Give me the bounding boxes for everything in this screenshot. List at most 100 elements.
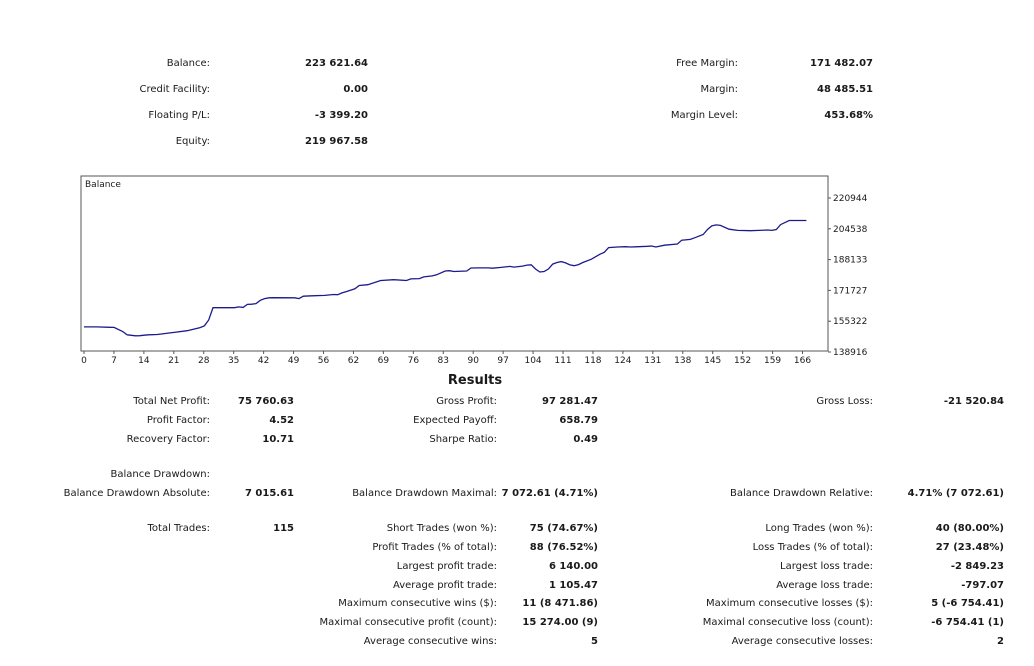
y-tick-label: 204538 — [833, 225, 868, 235]
total-trades-value: 115 — [273, 523, 294, 534]
max-consecutive-losses-value: 5 (-6 754.41) — [931, 598, 1004, 609]
x-tick-label: 0 — [81, 356, 87, 366]
chart-plot-frame — [80, 175, 829, 352]
gross-loss-value: -21 520.84 — [943, 396, 1004, 407]
x-tick-label: 56 — [318, 356, 330, 366]
expected-payoff-label: Expected Payoff: — [413, 415, 497, 426]
x-tick-label: 145 — [704, 356, 721, 366]
total-net-profit-label: Total Net Profit: — [133, 396, 210, 407]
y-tick-label: 171727 — [833, 286, 867, 296]
y-axis: 220944 204538 188133 171727 155322 138916 — [828, 194, 868, 358]
largest-profit-trade-value: 6 140.00 — [548, 561, 598, 572]
y-tick-label: 138916 — [833, 348, 868, 358]
average-loss-trade-value: -797.07 — [961, 580, 1004, 591]
x-tick-label: 166 — [794, 356, 811, 366]
y-tick-label: 155322 — [833, 317, 867, 327]
balance-chart: Balance 0 7 14 21 28 35 42 49 56 62 69 76 83 90 97 104 1… — [80, 175, 868, 366]
maximal-consecutive-profit-label: Maximal consecutive profit (count): — [319, 617, 497, 628]
loss-trades-value: 27 (23.48%) — [935, 542, 1004, 553]
credit-facility-label: Credit Facility: — [139, 84, 210, 95]
floating-pl-label: Floating P/L: — [148, 110, 210, 121]
gross-profit-label: Gross Profit: — [436, 396, 497, 407]
average-consecutive-losses-label: Average consecutive losses: — [731, 636, 873, 647]
x-tick-label: 152 — [734, 356, 751, 366]
margin-label: Margin: — [700, 84, 738, 95]
profit-trades-value: 88 (76.52%) — [529, 542, 598, 553]
x-tick-label: 104 — [524, 356, 541, 366]
x-tick-label: 159 — [764, 356, 781, 366]
x-tick-label: 21 — [168, 356, 179, 366]
expected-payoff-value: 658.79 — [559, 415, 598, 426]
free-margin-value: 171 482.07 — [810, 58, 873, 69]
maximal-consecutive-loss-label: Maximal consecutive loss (count): — [702, 617, 873, 628]
recovery-factor-label: Recovery Factor: — [126, 434, 210, 445]
x-tick-label: 97 — [497, 356, 508, 366]
x-tick-label: 138 — [674, 356, 691, 366]
maximal-consecutive-profit-value: 15 274.00 (9) — [522, 617, 598, 628]
balance-drawdown-absolute-value: 7 015.61 — [244, 488, 294, 499]
x-tick-label: 124 — [614, 356, 631, 366]
equity-value: 219 967.58 — [305, 136, 368, 147]
largest-loss-trade-label: Largest loss trade: — [780, 561, 873, 572]
average-profit-trade-label: Average profit trade: — [392, 580, 497, 591]
margin-level-label: Margin Level: — [670, 110, 738, 121]
sharpe-ratio-value: 0.49 — [573, 434, 598, 445]
free-margin-label: Free Margin: — [676, 58, 738, 69]
max-consecutive-losses-label: Maximum consecutive losses ($): — [706, 598, 873, 609]
balance-value: 223 621.64 — [305, 58, 368, 69]
long-trades-label: Long Trades (won %): — [765, 523, 873, 534]
x-tick-label: 90 — [467, 356, 479, 366]
balance-drawdown-absolute-label: Balance Drawdown Absolute: — [63, 488, 210, 499]
gross-profit-value: 97 281.47 — [542, 396, 598, 407]
x-axis: 0 7 14 21 28 35 42 49 56 62 69 76 83 90 97 104 111 118 124… — [81, 351, 811, 366]
balance-drawdown-relative-label: Balance Drawdown Relative: — [729, 488, 873, 499]
short-trades-label: Short Trades (won %): — [386, 523, 497, 534]
max-consecutive-wins-value: 11 (8 471.86) — [522, 598, 598, 609]
x-tick-label: 28 — [198, 356, 210, 366]
max-consecutive-wins-label: Maximum consecutive wins ($): — [338, 598, 497, 609]
x-tick-label: 111 — [554, 356, 571, 366]
balance-drawdown-maximal-value: 7 072.61 (4.71%) — [501, 488, 598, 499]
margin-level-value: 453.68% — [824, 110, 873, 121]
recovery-factor-value: 10.71 — [262, 434, 294, 445]
equity-label: Equity: — [175, 136, 210, 147]
credit-facility-value: 0.00 — [343, 84, 368, 95]
average-consecutive-wins-label: Average consecutive wins: — [363, 636, 497, 647]
floating-pl-value: -3 399.20 — [314, 110, 368, 121]
balance-drawdown-relative-value: 4.71% (7 072.61) — [907, 488, 1004, 499]
balance-drawdown-label: Balance Drawdown: — [110, 469, 210, 480]
short-trades-value: 75 (74.67%) — [529, 523, 598, 534]
x-tick-label: 69 — [378, 356, 390, 366]
average-loss-trade-label: Average loss trade: — [776, 580, 873, 591]
x-tick-label: 83 — [438, 356, 449, 366]
largest-loss-trade-value: -2 849.23 — [950, 561, 1004, 572]
balance-series-line — [84, 219, 807, 337]
y-tick-label: 188133 — [833, 256, 867, 266]
x-tick-label: 62 — [348, 356, 359, 366]
largest-profit-trade-label: Largest profit trade: — [396, 561, 497, 572]
x-tick-label: 42 — [258, 356, 269, 366]
gross-loss-label: Gross Loss: — [816, 396, 873, 407]
maximal-consecutive-loss-value: -6 754.41 (1) — [931, 617, 1004, 628]
average-profit-trade-value: 1 105.47 — [548, 580, 598, 591]
long-trades-value: 40 (80.00%) — [935, 523, 1004, 534]
x-tick-label: 14 — [138, 356, 150, 366]
profit-trades-label: Profit Trades (% of total): — [372, 542, 497, 553]
total-net-profit-value: 75 760.63 — [238, 396, 294, 407]
average-consecutive-wins-value: 5 — [591, 636, 598, 647]
profit-factor-value: 4.52 — [269, 415, 294, 426]
chart-title: Balance — [85, 180, 121, 190]
x-tick-label: 49 — [288, 356, 300, 366]
loss-trades-label: Loss Trades (% of total): — [752, 542, 873, 553]
results-title: Results — [447, 373, 503, 388]
x-tick-label: 35 — [228, 356, 239, 366]
x-tick-label: 131 — [644, 356, 661, 366]
average-consecutive-losses-value: 2 — [997, 636, 1004, 647]
x-tick-label: 76 — [408, 356, 420, 366]
balance-drawdown-maximal-label: Balance Drawdown Maximal: — [352, 488, 497, 499]
x-tick-label: 7 — [111, 356, 117, 366]
sharpe-ratio-label: Sharpe Ratio: — [429, 434, 497, 445]
balance-label: Balance: — [166, 58, 210, 69]
margin-value: 48 485.51 — [817, 84, 873, 95]
profit-factor-label: Profit Factor: — [146, 415, 210, 426]
